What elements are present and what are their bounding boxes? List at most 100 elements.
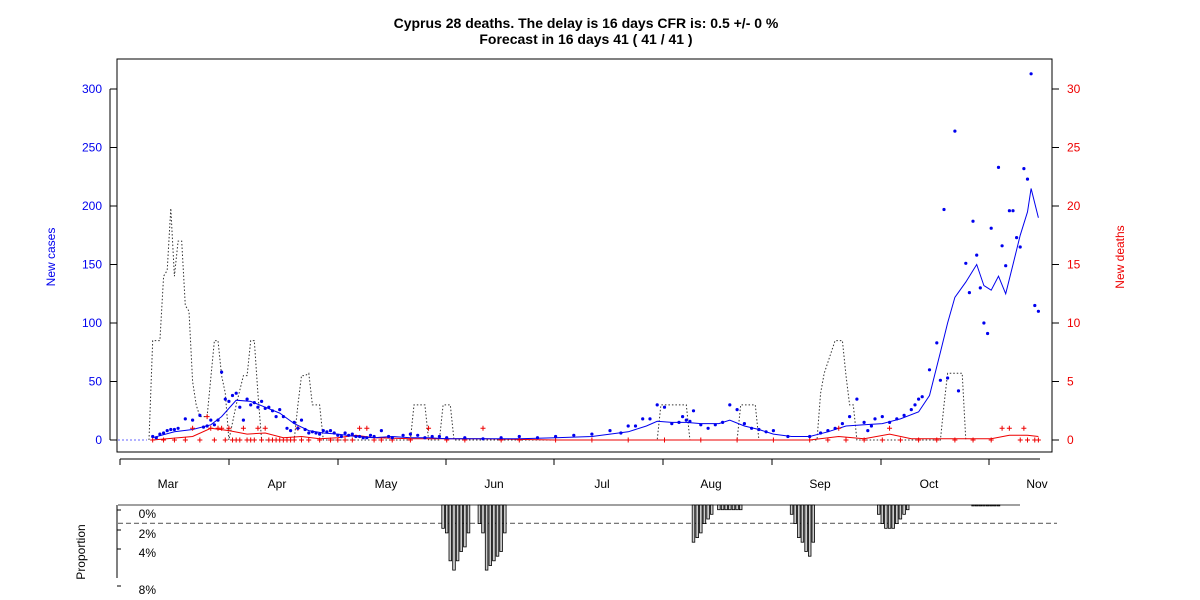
case-point bbox=[662, 405, 667, 409]
case-point bbox=[554, 434, 558, 439]
death-point bbox=[999, 425, 1005, 431]
case-point bbox=[158, 432, 162, 436]
death-point bbox=[182, 437, 188, 443]
case-point bbox=[230, 393, 235, 398]
death-point bbox=[291, 437, 297, 443]
death-point bbox=[328, 437, 334, 443]
case-point bbox=[307, 431, 311, 435]
death-point bbox=[861, 437, 867, 443]
x-tick-label: Mar bbox=[158, 477, 179, 491]
case-point bbox=[935, 341, 939, 345]
case-point bbox=[220, 370, 224, 374]
proportion-bar bbox=[452, 504, 456, 571]
case-point bbox=[608, 429, 612, 433]
case-point bbox=[205, 424, 209, 428]
case-point bbox=[343, 431, 347, 435]
right-tick-label: 30 bbox=[1067, 82, 1081, 96]
case-point bbox=[162, 431, 166, 435]
proportion-bar bbox=[441, 504, 445, 529]
proportion-bar bbox=[804, 504, 808, 552]
death-point bbox=[342, 437, 348, 443]
death-point bbox=[1035, 437, 1041, 443]
case-point bbox=[750, 426, 754, 430]
death-point bbox=[262, 425, 268, 431]
left-axis-label: New cases bbox=[44, 228, 58, 287]
case-point bbox=[684, 418, 688, 422]
chart-title: Cyprus 28 deaths. The delay is 16 days C… bbox=[394, 15, 779, 31]
case-point bbox=[626, 424, 630, 428]
right-tick-label: 0 bbox=[1067, 433, 1074, 447]
proportion-bar bbox=[477, 504, 482, 525]
case-point bbox=[165, 429, 169, 433]
proportion-bar bbox=[444, 504, 449, 534]
case-point bbox=[808, 434, 812, 439]
case-point bbox=[1036, 309, 1040, 313]
proportion-bar bbox=[902, 504, 906, 515]
death-point bbox=[161, 437, 167, 443]
proportion-bar bbox=[789, 504, 794, 515]
case-point bbox=[942, 207, 946, 212]
case-point bbox=[285, 426, 289, 430]
death-point bbox=[237, 437, 243, 443]
plot-frame bbox=[116, 58, 1053, 453]
proportion-bar bbox=[699, 504, 703, 534]
chart-subtitle: Forecast in 16 days 41 ( 41 / 41 ) bbox=[479, 31, 692, 47]
case-point bbox=[956, 389, 961, 393]
case-point bbox=[437, 434, 441, 439]
death-point bbox=[988, 437, 994, 443]
proportion-bar bbox=[739, 504, 743, 511]
death-point bbox=[553, 437, 559, 443]
death-point bbox=[1025, 437, 1030, 443]
case-point bbox=[260, 399, 264, 403]
case-point bbox=[771, 429, 776, 433]
case-point bbox=[691, 409, 696, 413]
case-point bbox=[706, 426, 710, 430]
case-point bbox=[986, 331, 990, 336]
death-point bbox=[219, 425, 225, 431]
death-point bbox=[407, 437, 413, 443]
proportion-bar bbox=[484, 504, 489, 571]
case-point bbox=[1022, 167, 1026, 171]
left-y-axis: 0 50 100 150 200 250 300 bbox=[82, 82, 117, 447]
right-tick-label: 25 bbox=[1067, 141, 1081, 155]
case-point bbox=[840, 422, 845, 426]
death-point bbox=[208, 425, 214, 431]
proportion-bar bbox=[982, 504, 986, 507]
case-point bbox=[978, 286, 982, 290]
case-point bbox=[833, 426, 837, 430]
death-point bbox=[204, 414, 210, 420]
case-point bbox=[989, 226, 993, 230]
left-tick-label: 200 bbox=[82, 199, 102, 213]
right-tick-label: 20 bbox=[1067, 199, 1081, 213]
death-point bbox=[317, 437, 323, 443]
case-point bbox=[263, 406, 267, 410]
case-point bbox=[1025, 177, 1030, 181]
case-point bbox=[888, 420, 892, 424]
proportion-bar bbox=[978, 504, 982, 507]
case-point bbox=[786, 434, 790, 439]
case-point bbox=[967, 291, 972, 295]
case-point bbox=[332, 431, 336, 435]
death-point bbox=[970, 437, 976, 443]
case-point bbox=[996, 165, 1001, 169]
death-point bbox=[190, 425, 196, 431]
death-point bbox=[378, 437, 384, 443]
proportion-tick-label: 8% bbox=[139, 583, 157, 597]
case-point bbox=[866, 429, 870, 433]
deaths-moving-average-line bbox=[152, 427, 1039, 441]
case-point bbox=[169, 427, 173, 432]
proportion-tick-label: 4% bbox=[139, 546, 157, 560]
right-axis-label: New deaths bbox=[1113, 225, 1127, 288]
proportion-bar bbox=[793, 504, 797, 525]
death-point bbox=[1017, 437, 1023, 443]
death-point bbox=[662, 437, 667, 443]
case-point bbox=[303, 427, 307, 432]
case-point bbox=[201, 425, 206, 429]
case-point bbox=[862, 420, 866, 424]
case-point bbox=[336, 433, 340, 437]
case-point bbox=[677, 420, 681, 424]
proportion-bar bbox=[797, 504, 801, 538]
death-point bbox=[150, 437, 156, 443]
case-point bbox=[826, 429, 830, 433]
